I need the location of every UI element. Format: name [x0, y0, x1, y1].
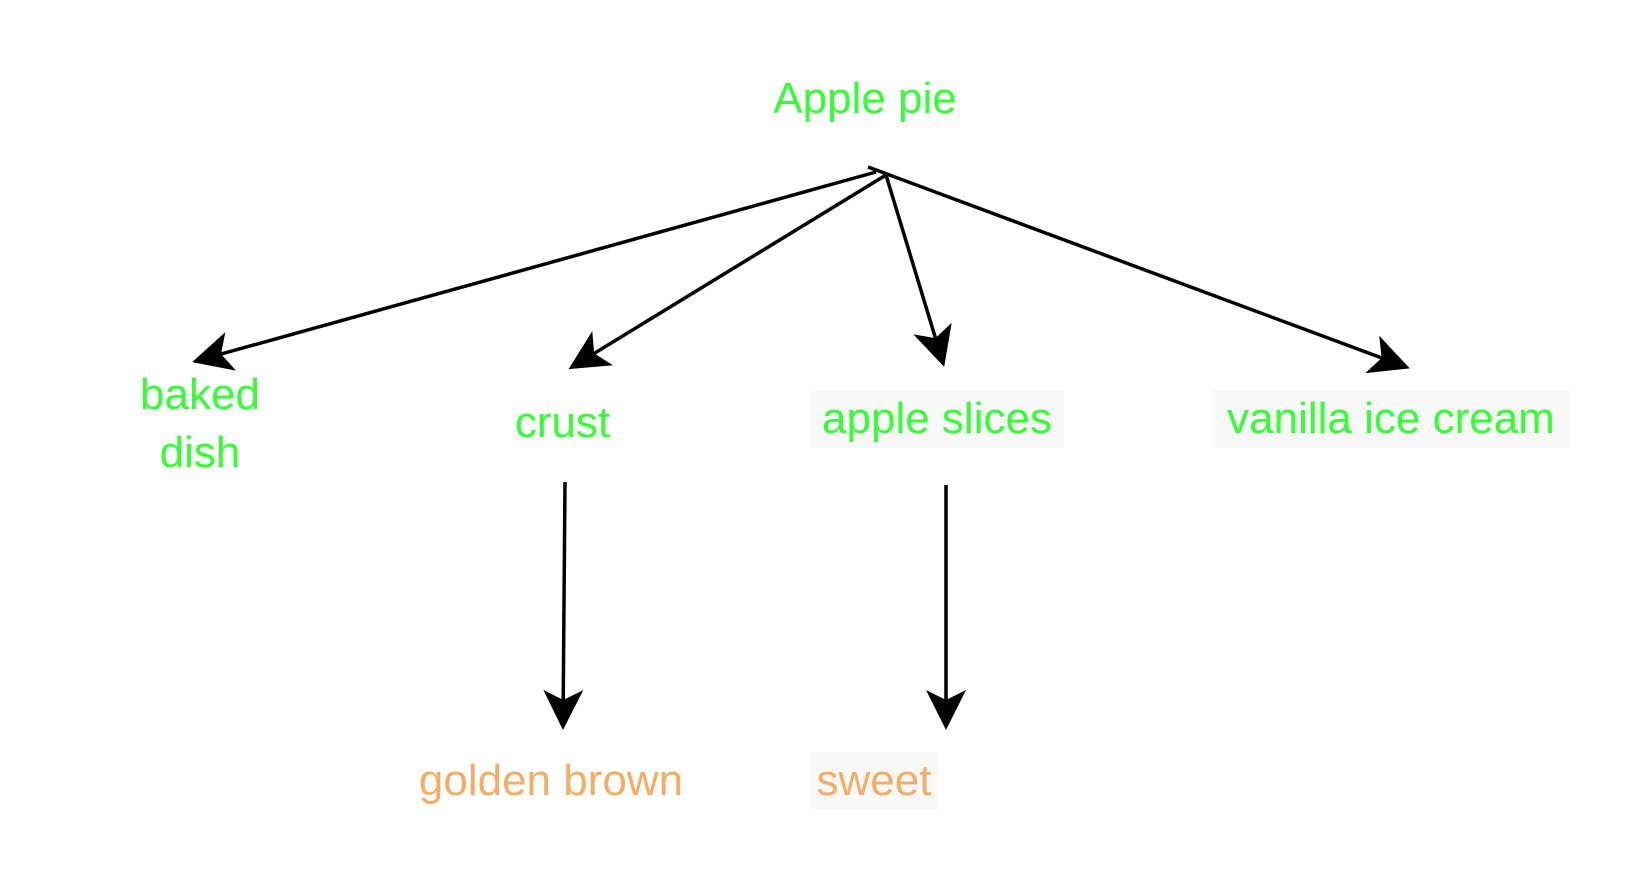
edge-crust-to-golden-brown — [543, 481, 584, 730]
node-apple-slices: apple slices — [810, 390, 1064, 448]
edge-root-to-crust — [568, 173, 887, 370]
node-sweet: sweet — [810, 752, 938, 810]
edge-root-to-apple-slices — [884, 174, 952, 367]
node-apple-pie: Apple pie — [773, 74, 957, 123]
node-vanilla-ice-cream: vanilla ice cream — [1212, 390, 1570, 448]
node-crust: crust — [514, 398, 611, 447]
node-baked-dish: baked dish — [140, 370, 260, 477]
edge-root-to-vanilla-ice-cream — [867, 165, 1410, 374]
edge-root-to-baked-dish — [192, 170, 877, 371]
node-golden-brown: golden brown — [418, 756, 684, 805]
